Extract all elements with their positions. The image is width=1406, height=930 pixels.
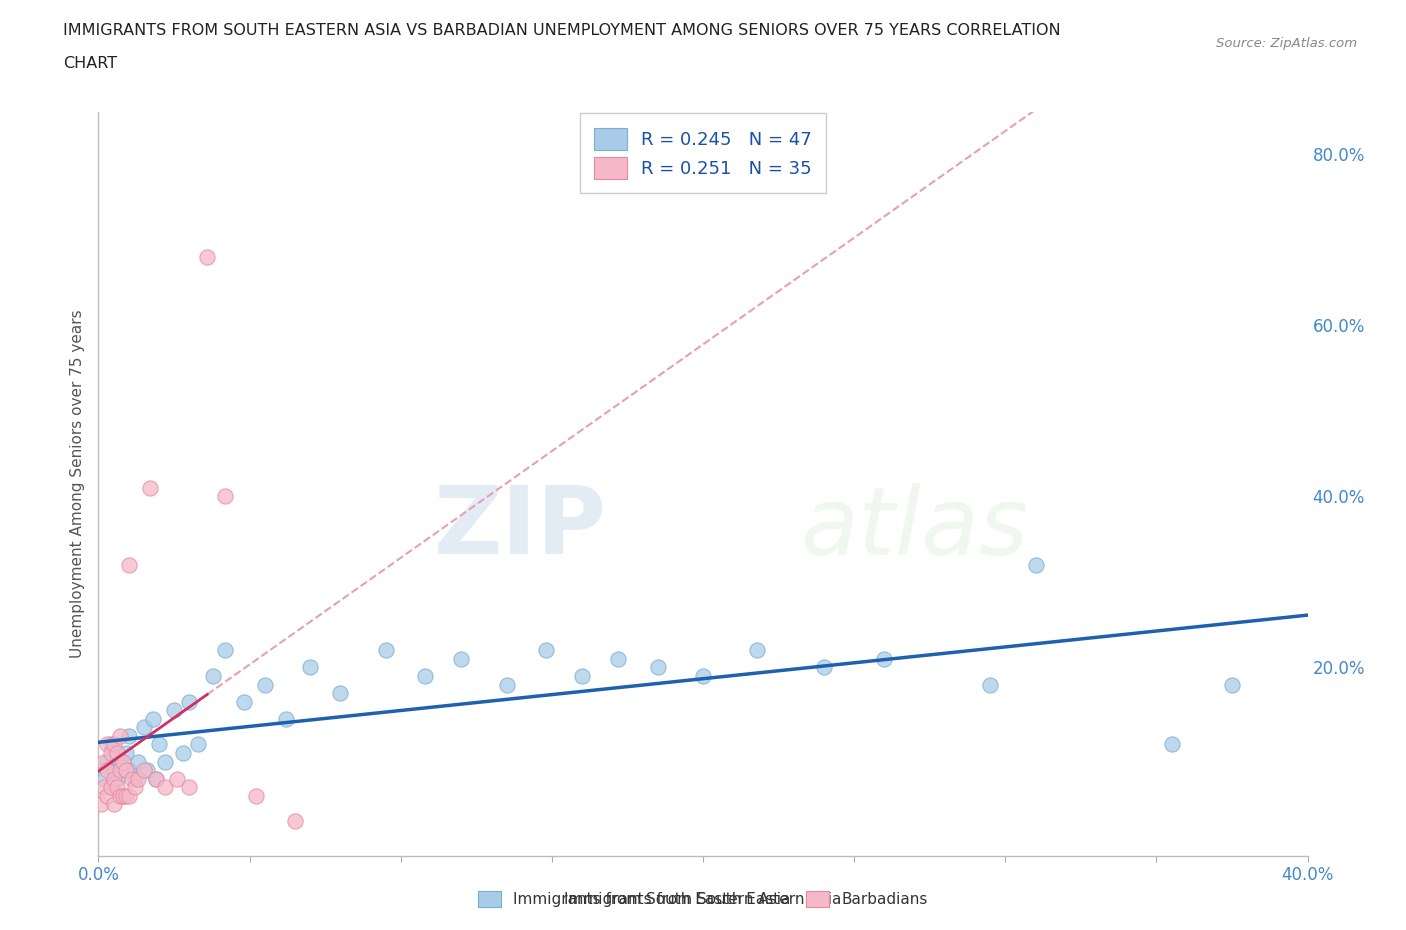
Point [111,789,134,804]
Point [214,643,236,658]
Point [647,660,669,675]
Point [118,763,141,777]
Point [100,746,122,761]
Point [93,779,115,794]
Point [96,763,118,777]
Point [374,643,396,658]
Point [100,737,122,751]
Point [105,771,128,786]
Point [179,694,201,709]
Point [145,771,167,786]
Point [96,789,118,804]
Point [132,720,155,735]
Point [90,797,112,812]
Text: ZIP: ZIP [433,483,606,574]
Point [127,771,149,786]
Point [100,779,122,794]
Point [1160,737,1182,751]
Point [105,779,128,794]
Point [195,249,218,264]
Point [100,779,122,794]
Point [93,771,115,786]
Point [124,779,146,794]
Point [153,779,176,794]
Point [284,814,307,829]
Point [534,643,557,658]
Text: IMMIGRANTS FROM SOUTH EASTERN ASIA VS BARBADIAN UNEMPLOYMENT AMONG SENIORS OVER : IMMIGRANTS FROM SOUTH EASTERN ASIA VS BA… [63,23,1062,38]
Point [93,754,115,769]
Point [179,779,201,794]
Point [979,677,1001,692]
Point [747,643,769,658]
Point [1220,677,1243,692]
Point [413,669,436,684]
Point [166,771,188,786]
Point [172,746,194,761]
Point [118,789,141,804]
Point [607,652,630,667]
Point [108,789,131,804]
Point [245,789,267,804]
Point [299,660,322,675]
Point [96,737,118,751]
Point [139,481,162,496]
Text: Immigrants from South Eastern Asia: Immigrants from South Eastern Asia [564,892,842,907]
Point [187,737,209,751]
Point [108,763,131,777]
Point [114,763,136,777]
Point [495,677,517,692]
Y-axis label: Unemployment Among Seniors over 75 years: Unemployment Among Seniors over 75 years [69,310,84,658]
Point [142,711,165,726]
Point [103,737,125,751]
Legend: R = 0.245   N = 47, R = 0.251   N = 35: R = 0.245 N = 47, R = 0.251 N = 35 [579,113,827,193]
Point [274,711,297,726]
Point [873,652,896,667]
Point [692,669,714,684]
Point [111,789,134,804]
Point [214,489,236,504]
Point [153,754,176,769]
Point [103,763,125,777]
Point [114,746,136,761]
Point [118,728,141,743]
Point [121,771,143,786]
Point [103,797,125,812]
Text: CHART: CHART [63,56,117,71]
Point [132,763,155,777]
Point [202,669,225,684]
Point [118,557,141,572]
Point [105,746,128,761]
Legend: Immigrants from South Eastern Asia, Barbadians: Immigrants from South Eastern Asia, Barb… [472,884,934,913]
Text: Source: ZipAtlas.com: Source: ZipAtlas.com [1216,37,1357,50]
Point [135,763,157,777]
Point [103,771,125,786]
Point [114,789,136,804]
Point [108,728,131,743]
Point [124,771,146,786]
Point [813,660,835,675]
Point [148,737,170,751]
Point [163,703,186,718]
Point [96,754,118,769]
Point [232,694,254,709]
Point [450,652,472,667]
Point [253,677,276,692]
Point [127,754,149,769]
Point [108,754,131,769]
Point [145,771,167,786]
Point [1024,557,1046,572]
Point [111,754,134,769]
Point [103,746,125,761]
Text: atlas: atlas [800,483,1028,574]
Point [329,685,352,700]
Point [571,669,593,684]
